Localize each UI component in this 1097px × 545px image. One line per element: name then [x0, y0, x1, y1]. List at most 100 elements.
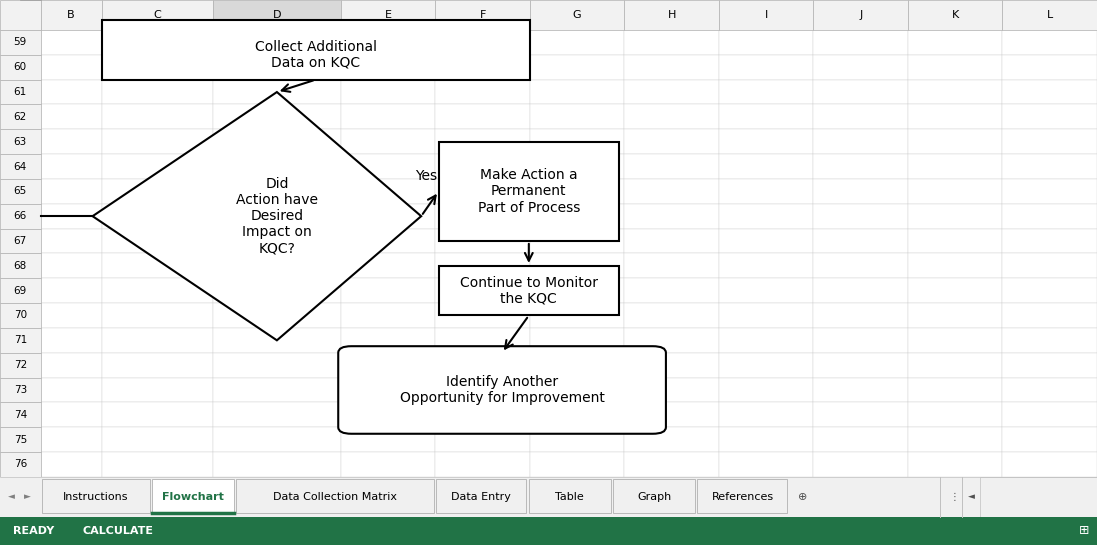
Bar	[0, 402, 41, 427]
Bar	[436, 402, 530, 427]
Bar	[41, 204, 102, 228]
Bar	[213, 154, 341, 179]
Text: Data Entry: Data Entry	[452, 492, 511, 502]
Bar	[0, 517, 1097, 545]
Bar	[213, 328, 341, 353]
Text: G: G	[573, 10, 581, 20]
Bar	[341, 278, 436, 303]
Text: L: L	[1047, 10, 1053, 20]
Bar	[0, 353, 41, 378]
Bar	[341, 427, 436, 452]
Bar	[814, 154, 908, 179]
Bar	[102, 129, 213, 154]
Text: I: I	[765, 10, 768, 20]
Text: Make Action a
Permanent
Part of Process: Make Action a Permanent Part of Process	[477, 168, 580, 215]
Text: 68: 68	[13, 261, 27, 271]
Bar	[719, 253, 814, 278]
Bar	[41, 303, 102, 328]
Bar	[908, 378, 1003, 402]
Bar	[436, 228, 530, 253]
Text: 67: 67	[13, 236, 27, 246]
Bar	[624, 228, 719, 253]
Bar	[908, 30, 1003, 55]
Bar	[439, 266, 619, 316]
Bar	[980, 477, 1097, 517]
Bar	[436, 353, 530, 378]
Bar	[213, 427, 341, 452]
Bar	[624, 179, 719, 204]
Bar	[436, 30, 530, 55]
Bar	[102, 80, 213, 105]
Text: Instructions: Instructions	[63, 492, 128, 502]
Bar	[41, 253, 102, 278]
Bar	[41, 278, 102, 303]
Text: 63: 63	[13, 137, 27, 147]
Bar	[102, 154, 213, 179]
Bar	[719, 179, 814, 204]
Bar	[41, 228, 102, 253]
Bar	[41, 402, 102, 427]
Text: ⊕: ⊕	[799, 492, 807, 502]
Bar	[814, 105, 908, 129]
Bar	[341, 452, 436, 477]
Bar	[530, 0, 624, 30]
Bar	[908, 55, 1003, 80]
Bar	[0, 55, 41, 80]
Bar	[102, 228, 213, 253]
Bar	[719, 278, 814, 303]
FancyBboxPatch shape	[42, 479, 149, 513]
Bar	[908, 402, 1003, 427]
Bar	[624, 55, 719, 80]
Bar	[814, 253, 908, 278]
Bar	[908, 129, 1003, 154]
Bar	[814, 228, 908, 253]
FancyBboxPatch shape	[529, 479, 611, 513]
Bar	[341, 328, 436, 353]
Bar	[0, 204, 41, 228]
Bar	[530, 278, 624, 303]
Bar	[908, 427, 1003, 452]
Text: Flowchart: Flowchart	[162, 492, 224, 502]
Bar	[624, 0, 719, 30]
Text: ⊞: ⊞	[1078, 524, 1089, 537]
Bar	[0, 278, 41, 303]
Bar	[624, 328, 719, 353]
Bar	[102, 253, 213, 278]
Bar	[436, 303, 530, 328]
Bar	[41, 30, 102, 55]
Text: 61: 61	[13, 87, 27, 97]
Bar	[530, 452, 624, 477]
Bar	[102, 303, 213, 328]
Bar	[908, 154, 1003, 179]
Bar	[814, 129, 908, 154]
Bar	[41, 179, 102, 204]
Bar	[530, 129, 624, 154]
Text: ◄: ◄	[8, 492, 14, 501]
Bar	[908, 204, 1003, 228]
Bar	[102, 179, 213, 204]
Bar	[213, 0, 341, 30]
Text: ⋮: ⋮	[950, 492, 960, 502]
Bar	[213, 452, 341, 477]
Bar	[814, 278, 908, 303]
Bar	[341, 353, 436, 378]
Bar	[814, 452, 908, 477]
Bar	[213, 402, 341, 427]
Text: Identify Another
Opportunity for Improvement: Identify Another Opportunity for Improve…	[399, 375, 604, 405]
Bar	[341, 228, 436, 253]
Bar	[530, 179, 624, 204]
Bar	[908, 0, 1003, 30]
Bar	[436, 0, 530, 30]
Bar	[719, 402, 814, 427]
Bar	[341, 154, 436, 179]
Text: 62: 62	[13, 112, 27, 122]
Bar	[41, 353, 102, 378]
Bar	[1003, 228, 1097, 253]
Text: ◄: ◄	[968, 492, 974, 501]
Bar	[530, 303, 624, 328]
Bar	[814, 204, 908, 228]
Bar	[213, 353, 341, 378]
Bar	[213, 179, 341, 204]
Text: 60: 60	[14, 62, 26, 72]
Text: Yes: Yes	[416, 169, 438, 184]
